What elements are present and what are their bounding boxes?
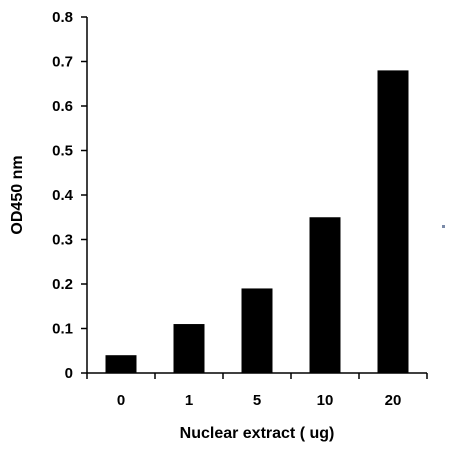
y-tick-label: 0.7 [52,54,73,71]
x-tick-label: 1 [185,392,193,409]
y-tick-label: 0.3 [52,232,73,249]
x-tick-label: 5 [253,392,261,409]
bar-5 [241,288,273,373]
x-tick-label: 0 [117,392,125,409]
x-tick-label: 20 [385,392,402,409]
y-tick-label: 0.2 [52,276,73,293]
bars [105,70,409,374]
bar-20 [377,70,409,374]
y-tick-label: 0.5 [52,143,73,160]
stray-marker [442,225,445,228]
y-axis-ticks: 0 0.1 0.2 0.3 0.4 0.5 0.6 0.7 0.8 [52,9,87,382]
y-tick-label: 0.1 [52,321,73,338]
bar-10 [309,217,341,373]
bar-0 [105,355,137,373]
y-tick-label: 0.8 [52,9,73,26]
x-axis-label: Nuclear extract ( ug) [180,425,335,442]
x-axis-ticks: 0 1 5 10 20 [86,373,428,409]
y-tick-label: 0 [65,365,73,382]
x-tick-label: 10 [317,392,334,409]
y-axis-label: OD450 nm [9,155,26,234]
y-tick-label: 0.4 [52,187,74,204]
y-tick-label: 0.6 [52,98,73,115]
bar-1 [173,324,205,373]
